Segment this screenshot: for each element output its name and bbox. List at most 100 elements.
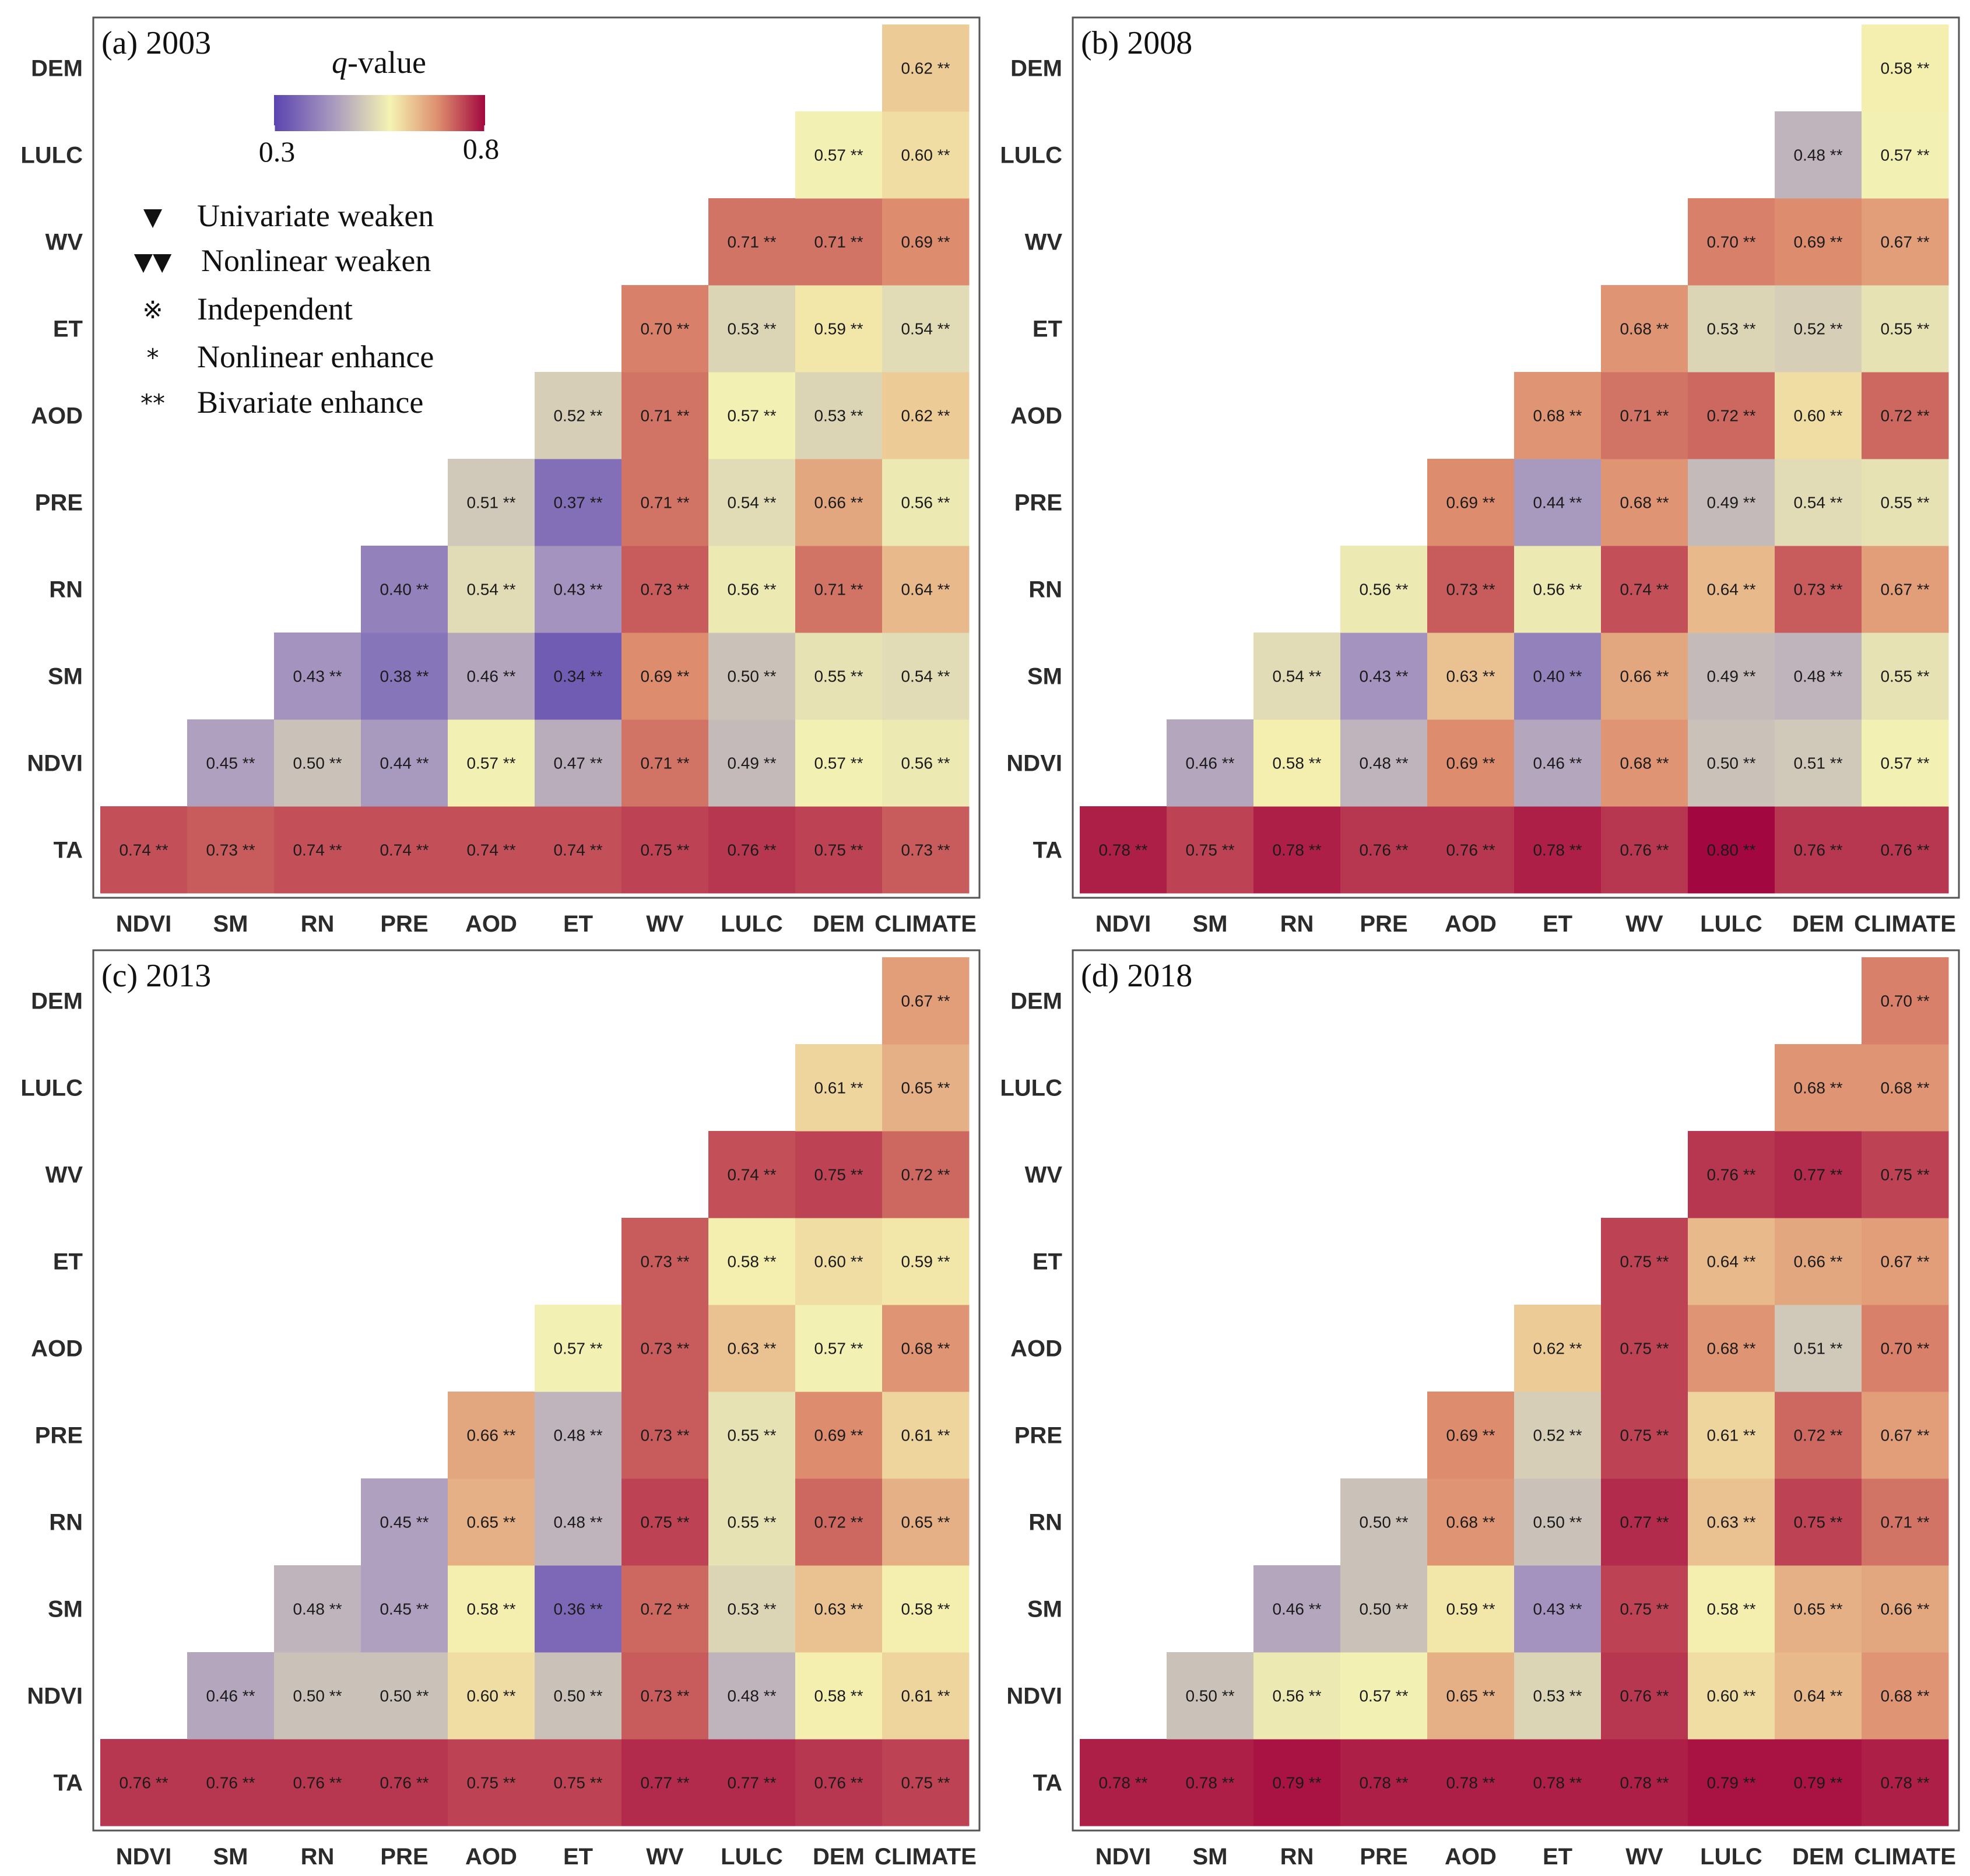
x-tick-label: DEM <box>1792 911 1844 937</box>
heatmap-cell-NDVI-PRE <box>1340 719 1428 807</box>
heatmap-cell-NDVI-SM <box>187 1652 275 1740</box>
heatmap-cell-AOD-DEM <box>1775 1305 1862 1392</box>
plot-frame <box>1072 949 1960 1832</box>
heatmap-cell-DEM-CLIMATE <box>882 24 970 112</box>
heatmap-cell-NDVI-ET <box>1514 1652 1602 1740</box>
heatmap-cell-ET-DEM <box>795 285 883 373</box>
cell-value-label: 0.71 ** <box>1620 407 1669 425</box>
cell-value-label: 0.68 ** <box>1620 320 1669 338</box>
legend-item-label: Nonlinear enhance <box>197 339 434 374</box>
cell-value-label: 0.71 ** <box>814 581 863 599</box>
cell-value-label: 0.65 ** <box>1446 1687 1495 1705</box>
cell-value-label: 0.73 ** <box>640 1427 689 1445</box>
legend-symbol: ▼▼ <box>134 247 172 276</box>
x-tick-label: NDVI <box>116 1844 172 1870</box>
heatmap-cell-TA-CLIMATE <box>882 806 970 894</box>
cell-value-label: 0.60 ** <box>814 1253 863 1271</box>
x-tick-label: DEM <box>813 1844 865 1870</box>
cell-value-label: 0.68 ** <box>1880 1079 1929 1097</box>
cell-value-label: 0.43 ** <box>1533 1600 1582 1618</box>
heatmap-cell-NDVI-CLIMATE <box>882 719 970 807</box>
cell-value-label: 0.46 ** <box>1272 1600 1321 1618</box>
heatmap-cell-NDVI-WV <box>621 1652 709 1740</box>
heatmap-cell-LULC-CLIMATE <box>882 1044 970 1132</box>
heatmap-cell-LULC-DEM <box>1775 111 1862 199</box>
heatmap-cell-NDVI-CLIMATE <box>1862 1652 1949 1740</box>
x-tick-label: AOD <box>1445 911 1497 937</box>
cell-value-label: 0.50 ** <box>1185 1687 1234 1705</box>
heatmap-cell-NDVI-ET <box>1514 719 1602 807</box>
cell-value-label: 0.55 ** <box>727 1427 776 1445</box>
cell-value-label: 0.72 ** <box>640 1600 689 1618</box>
cell-value-label: 0.74 ** <box>727 1166 776 1184</box>
cell-value-label: 0.45 ** <box>380 1513 429 1531</box>
cell-value-label: 0.56 ** <box>1272 1687 1321 1705</box>
y-tick-label: AOD <box>31 1336 83 1362</box>
panel-a-2003: (a) 2003 0.74 ** 0.73 ** 0.74 ** 0.74 ** 0.74… <box>20 16 981 937</box>
heatmap-cell-SM-ET <box>1514 1565 1602 1653</box>
heatmap-cell-ET-CLIMATE <box>882 285 970 373</box>
heatmap-cell-SM-LULC <box>1688 1565 1775 1653</box>
heatmap-cell-RN-LULC <box>1688 546 1775 633</box>
cell-value-label: 0.50 ** <box>1706 754 1755 772</box>
y-tick-label: WV <box>1025 230 1063 255</box>
heatmap-cell-RN-DEM <box>795 1478 883 1566</box>
heatmap-cell-ET-CLIMATE <box>1862 1218 1949 1305</box>
panel-c-2013: (c) 2013 0.76 ** 0.76 ** 0.76 ** 0.76 ** 0.75… <box>20 949 981 1870</box>
heatmap-cell-SM-CLIMATE <box>1862 633 1949 720</box>
panel-title: (b) 2008 <box>1081 25 1192 61</box>
heatmap-cell-AOD-ET <box>535 372 622 459</box>
heatmap-cell-NDVI-AOD <box>1427 1652 1515 1740</box>
cell-value-label: 0.46 ** <box>206 1687 255 1705</box>
panel-title: (a) 2003 <box>101 25 211 61</box>
cell-value-label: 0.69 ** <box>1793 233 1842 251</box>
x-tick-label: WV <box>646 911 684 937</box>
heatmap-cell-WV-LULC <box>708 1131 796 1218</box>
heatmap-cell-NDVI-ET <box>535 1652 622 1740</box>
cell-value-label: 0.75 ** <box>1620 1253 1669 1271</box>
cell-value-label: 0.63 ** <box>1706 1513 1755 1531</box>
heatmap-cell-SM-WV <box>621 1565 709 1653</box>
heatmap-cell-PRE-CLIMATE <box>1862 459 1949 546</box>
x-tick-label: ET <box>563 1844 593 1870</box>
cell-value-label: 0.54 ** <box>1793 494 1842 512</box>
x-tick-label: SM <box>1193 911 1228 937</box>
y-tick-label: RN <box>49 577 83 603</box>
y-tick-label: TA <box>54 1770 83 1796</box>
cell-value-label: 0.75 ** <box>1793 1513 1842 1531</box>
cell-value-label: 0.52 ** <box>553 407 602 425</box>
heatmap-cell-TA-PRE <box>361 1739 448 1826</box>
heatmap-cell-NDVI-AOD <box>448 719 535 807</box>
cell-value-label: 0.71 ** <box>727 233 776 251</box>
cell-value-label: 0.62 ** <box>901 59 950 78</box>
heatmap-cell-AOD-LULC <box>708 372 796 459</box>
cell-value-label: 0.46 ** <box>1533 754 1582 772</box>
cell-value-label: 0.79 ** <box>1272 1774 1321 1792</box>
heatmap-cell-SM-RN <box>274 633 361 720</box>
x-tick-label: SM <box>213 1844 248 1870</box>
x-tick-label: RN <box>301 911 335 937</box>
x-tick-label: PRE <box>380 911 428 937</box>
cell-value-label: 0.58 ** <box>466 1600 515 1618</box>
cell-value-label: 0.44 ** <box>380 754 429 772</box>
x-tick-label: WV <box>1625 911 1663 937</box>
cell-value-label: 0.77 ** <box>640 1774 689 1792</box>
cell-value-label: 0.75 ** <box>1620 1600 1669 1618</box>
x-tick-label: NDVI <box>1095 1844 1151 1870</box>
heatmap-cell-ET-DEM <box>1775 1218 1862 1305</box>
heatmap-cell-TA-SM <box>187 806 275 894</box>
y-tick-label: LULC <box>20 143 83 168</box>
heatmap-cell-RN-AOD <box>1427 546 1515 633</box>
y-tick-label: RN <box>1028 577 1062 603</box>
cell-value-label: 0.78 ** <box>1098 841 1147 859</box>
cell-value-label: 0.43 ** <box>553 581 602 599</box>
heatmap-cell-PRE-WV <box>621 1392 709 1479</box>
cell-value-label: 0.80 ** <box>1706 841 1755 859</box>
cell-value-label: 0.55 ** <box>1880 320 1929 338</box>
cell-value-label: 0.53 ** <box>1706 320 1755 338</box>
heatmap-cell-NDVI-WV <box>1601 719 1688 807</box>
heatmap-cell-SM-ET <box>535 1565 622 1653</box>
heatmap-cell-SM-AOD <box>448 633 535 720</box>
heatmap-cell-NDVI-RN <box>274 1652 361 1740</box>
heatmap-cell-TA-LULC <box>708 806 796 894</box>
